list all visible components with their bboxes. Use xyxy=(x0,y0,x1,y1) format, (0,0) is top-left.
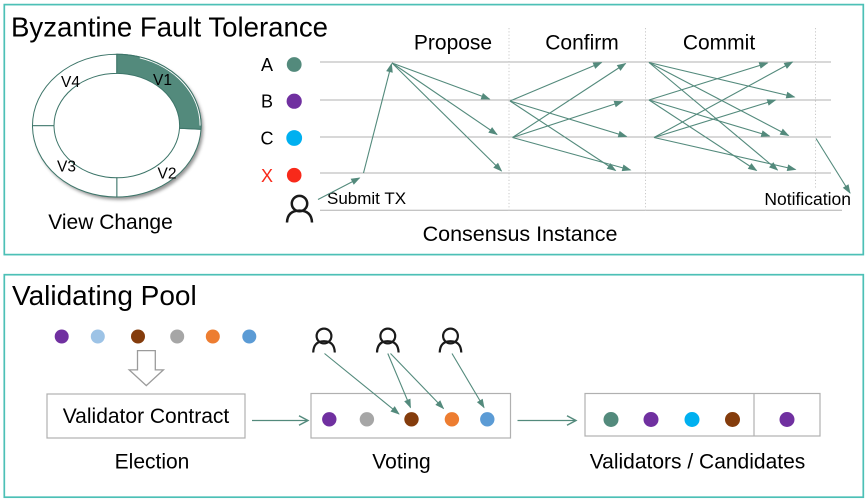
svg-text:Confirm: Confirm xyxy=(545,32,619,55)
svg-text:Commit: Commit xyxy=(683,32,755,55)
svg-text:A: A xyxy=(261,55,273,75)
svg-text:Voting: Voting xyxy=(372,451,430,474)
svg-text:Election: Election xyxy=(115,451,190,474)
svg-text:X: X xyxy=(261,166,273,186)
svg-text:View Change: View Change xyxy=(48,211,173,234)
svg-text:C: C xyxy=(261,128,274,148)
svg-text:V3: V3 xyxy=(57,159,76,176)
svg-text:Validator Contract: Validator Contract xyxy=(63,405,230,428)
svg-text:Submit TX: Submit TX xyxy=(327,189,406,208)
svg-text:Byzantine Fault Tolerance: Byzantine Fault Tolerance xyxy=(11,12,328,43)
svg-text:V2: V2 xyxy=(158,166,177,183)
svg-text:V4: V4 xyxy=(61,74,80,91)
svg-text:B: B xyxy=(261,92,273,112)
svg-text:V1: V1 xyxy=(153,72,172,89)
svg-text:Propose: Propose xyxy=(414,32,492,55)
svg-text:Validators / Candidates: Validators / Candidates xyxy=(590,451,806,474)
svg-text:Validating Pool: Validating Pool xyxy=(12,280,197,311)
svg-text:Notification: Notification xyxy=(764,189,851,209)
svg-text:Consensus Instance: Consensus Instance xyxy=(423,222,618,246)
